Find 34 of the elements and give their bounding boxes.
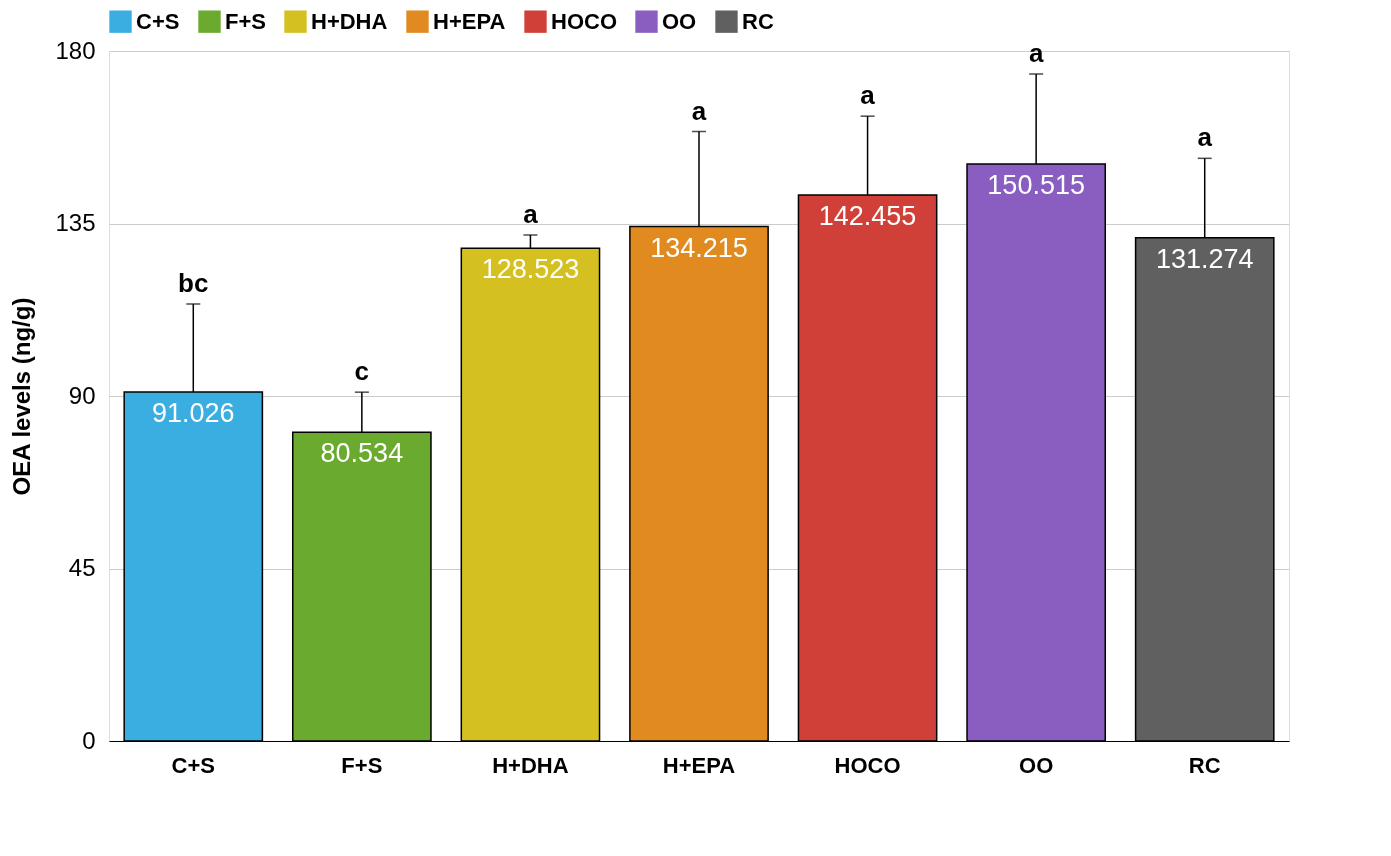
data-label: 150.515 <box>987 170 1085 201</box>
legend-label: C+S <box>136 8 180 34</box>
y-tick-label: 135 <box>55 209 96 236</box>
y-tick-label: 90 <box>68 381 96 409</box>
data-label: 131.274 <box>1155 243 1254 274</box>
x-tick-label: H+EPA <box>662 752 736 778</box>
x-tick-label: H+DHA <box>492 752 569 778</box>
legend-label: H+DHA <box>311 8 388 34</box>
x-tick-label: C+S <box>171 752 215 778</box>
annotation: a <box>1197 122 1213 153</box>
x-tick-label: F+S <box>341 752 383 778</box>
annotation: a <box>523 199 539 229</box>
legend-label: HOCO <box>551 8 617 34</box>
legend-label: F+S <box>225 8 266 34</box>
annotation: a <box>1028 38 1044 68</box>
data-label: 80.534 <box>320 438 404 469</box>
data-label: 134.215 <box>650 232 748 263</box>
y-axis-title: OEA levels (ng/g) <box>8 297 36 496</box>
y-tick-label: 0 <box>82 726 96 754</box>
x-tick-label: HOCO <box>834 752 901 778</box>
legend-label: RC <box>742 8 774 34</box>
legend-label: OO <box>662 8 697 34</box>
annotation: a <box>860 80 876 111</box>
annotation: a <box>691 95 707 126</box>
annotation: bc <box>178 268 209 298</box>
data-label: 142.455 <box>818 200 917 231</box>
data-label: 91.026 <box>151 398 235 429</box>
x-tick-label: OO <box>1019 752 1054 778</box>
annotation: c <box>354 356 370 387</box>
legend-label: H+EPA <box>433 8 506 34</box>
x-tick-label: RC <box>1188 752 1221 778</box>
data-label: 128.523 <box>481 254 580 285</box>
y-tick-label: 45 <box>68 554 96 581</box>
y-tick-label: 180 <box>55 36 96 64</box>
